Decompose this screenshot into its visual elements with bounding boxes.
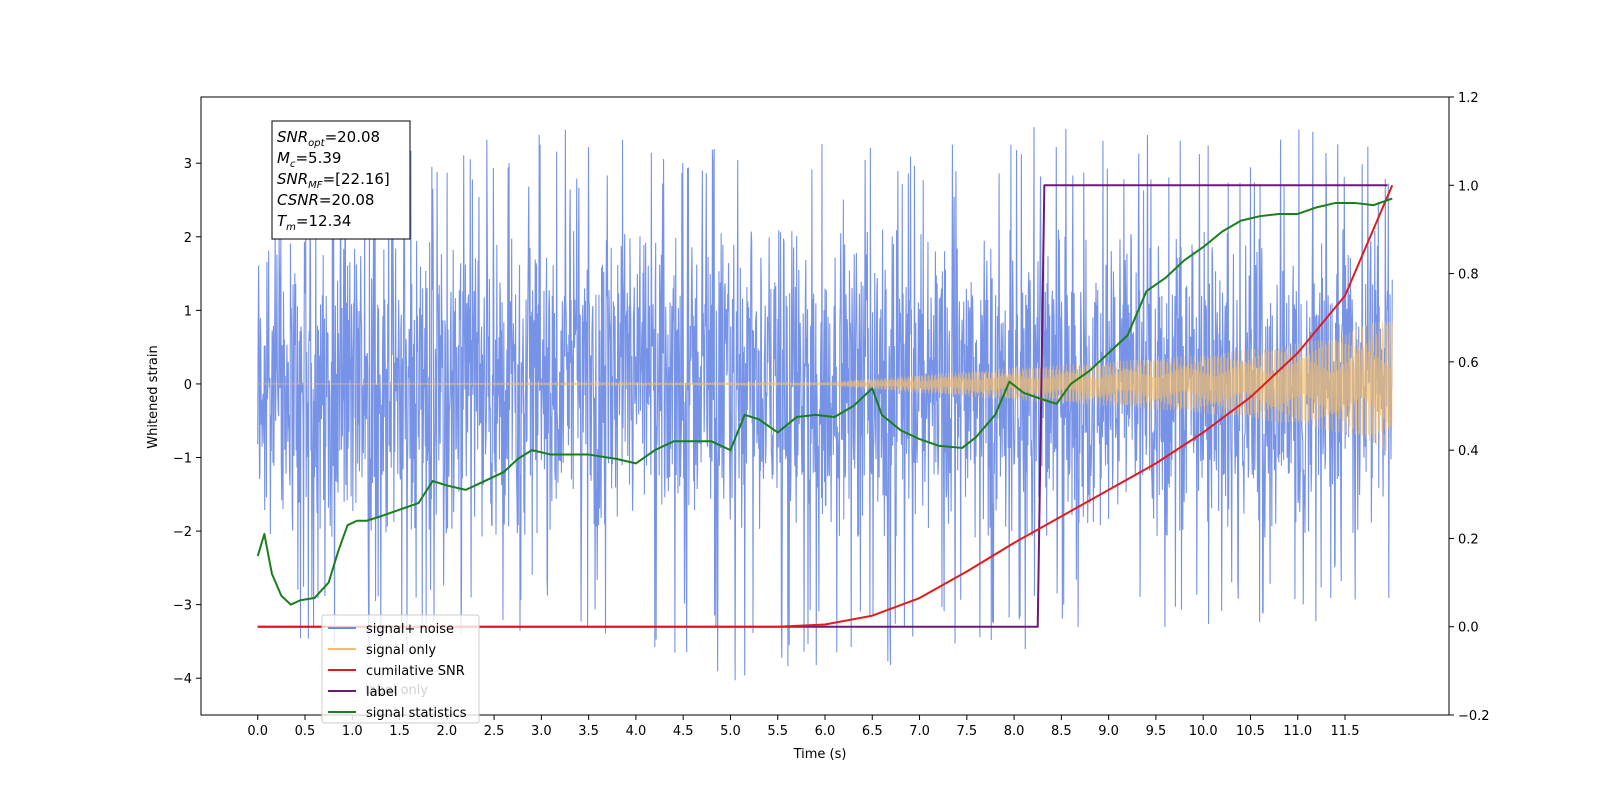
- y2-tick-label: 0.0: [1458, 621, 1479, 636]
- info-line: SNRMF=[22.16]: [277, 170, 390, 191]
- y2-tick-label: 1.2: [1458, 91, 1479, 106]
- x-tick-label: 11.5: [1331, 724, 1360, 739]
- y-tick-label: 3: [184, 157, 192, 172]
- x-tick-label: 0.5: [295, 724, 316, 739]
- x-tick-label: 5.0: [720, 724, 741, 739]
- x-tick-label: 4.5: [673, 724, 694, 739]
- info-box-frame: [271, 120, 411, 240]
- x-tick-label: 4.0: [626, 724, 647, 739]
- x-tick-label: 10.5: [1236, 724, 1265, 739]
- series-signal-noise: [257, 127, 1393, 681]
- y-tick-label: 2: [184, 231, 192, 246]
- legend: label only signal+ noise signal only cumila…: [321, 614, 480, 724]
- x-tick-label: 1.5: [389, 724, 410, 739]
- y-tick-label: −2: [173, 525, 192, 540]
- x-tick-label: 0.0: [247, 724, 268, 739]
- y-tick-label: −1: [173, 452, 192, 467]
- y2-tick-label: 0.4: [1458, 444, 1479, 459]
- info-line: Tm=12.34: [277, 212, 351, 233]
- series-signal-statistics: [256, 197, 1393, 606]
- legend-label: label: [366, 685, 397, 700]
- y2-tick-label: 0.8: [1458, 268, 1479, 283]
- plot-area: [256, 127, 1394, 681]
- y2-tick-label: 0.2: [1458, 532, 1479, 547]
- y-tick-label: 0: [184, 378, 192, 393]
- x-tick-label: 8.0: [1004, 724, 1025, 739]
- x-tick-label: 11.0: [1283, 724, 1312, 739]
- x-tick-label: 6.5: [862, 724, 883, 739]
- x-tick-label: 2.5: [484, 724, 505, 739]
- info-line: CSNR=20.08: [277, 191, 374, 209]
- x-tick-label: 7.5: [956, 724, 977, 739]
- y2-tick-label: −0.2: [1458, 709, 1490, 724]
- x-tick-label: 7.0: [909, 724, 930, 739]
- series-cumulative-snr: [257, 184, 1394, 628]
- x-tick-label: 5.5: [767, 724, 788, 739]
- info-line: SNRopt=20.08: [277, 128, 380, 149]
- y-tick-label: −3: [173, 599, 192, 614]
- axes: 0.0 0.5 1.0 1.5 2.0 2.5 3.0 3.5 4.0 4.5 5.0 5.5 6.0 6…: [173, 91, 1490, 739]
- info-line: Mc=5.39: [277, 149, 341, 170]
- x-axis-label: Time (s): [793, 747, 847, 762]
- info-box: SNRopt=20.08Mc=5.39SNRMF=[22.16]CSNR=20.…: [271, 120, 411, 240]
- series-signal-only: [257, 321, 1393, 453]
- x-tick-label: 2.0: [436, 724, 457, 739]
- legend-label: cumilative SNR: [366, 664, 465, 679]
- x-tick-label: 1.0: [342, 724, 363, 739]
- legend-faded-text: label only: [365, 683, 428, 698]
- y-axis-label: Whitened strain: [146, 345, 161, 448]
- y2-tick-label: 0.6: [1458, 356, 1479, 371]
- legend-label: signal+ noise: [366, 622, 454, 637]
- x-tick-label: 9.5: [1146, 724, 1167, 739]
- y-tick-label: 1: [184, 304, 192, 319]
- legend-label: signal statistics: [366, 706, 467, 721]
- x-tick-label: 8.5: [1051, 724, 1072, 739]
- x-tick-label: 6.0: [815, 724, 836, 739]
- x-tick-label: 9.0: [1098, 724, 1119, 739]
- legend-label: signal only: [366, 643, 436, 658]
- y2-tick-label: 1.0: [1458, 179, 1479, 194]
- x-tick-label: 10.0: [1189, 724, 1218, 739]
- y-tick-label: −4: [173, 672, 192, 687]
- x-tick-label: 3.0: [531, 724, 552, 739]
- x-tick-label: 3.5: [578, 724, 599, 739]
- legend-frame: [321, 614, 480, 724]
